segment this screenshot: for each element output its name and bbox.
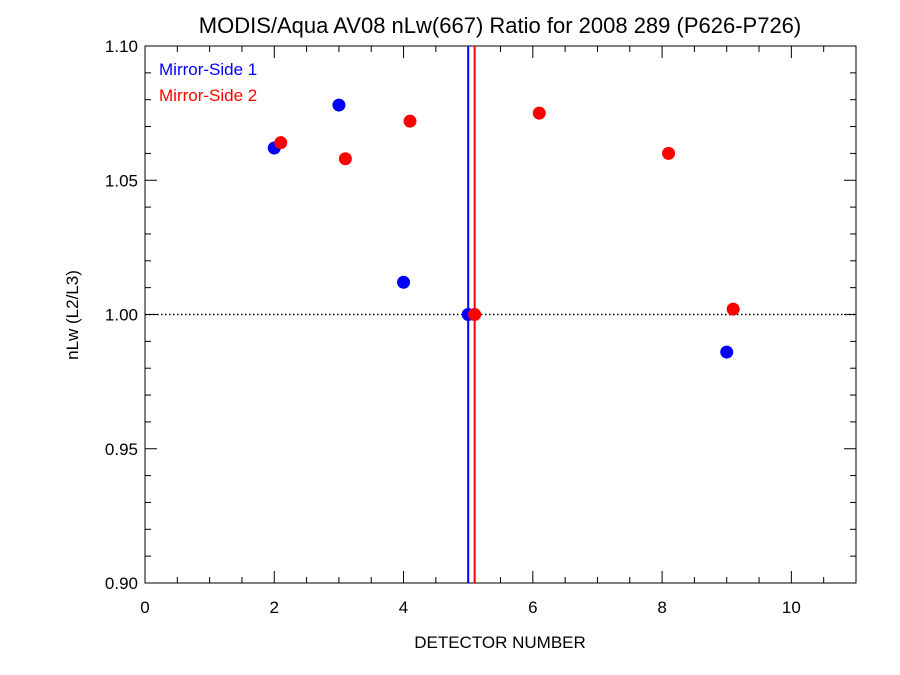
data-point-series-2 xyxy=(403,114,417,128)
legend-entry: Mirror-Side 1 xyxy=(159,60,257,79)
plot-area: 0 2 4 6 8 10 0.90 0.95 1.00 1.05 1.10 Mirror-Side 1… xyxy=(105,37,857,617)
chart-title: MODIS/Aqua AV08 nLw(667) Ratio for 2008 … xyxy=(199,13,802,38)
data-point-series-2 xyxy=(662,146,676,160)
x-axis-label: DETECTOR NUMBER xyxy=(414,633,586,652)
legend-entry: Mirror-Side 2 xyxy=(159,86,257,105)
x-tick-label: 2 xyxy=(270,598,279,617)
y-axis-label: nLw (L2/L3) xyxy=(63,270,82,360)
data-point-series-1 xyxy=(397,275,411,289)
x-tick-label: 10 xyxy=(782,598,801,617)
y-tick-label: 0.90 xyxy=(105,574,138,593)
y-tick-label: 1.10 xyxy=(105,37,138,56)
y-tick-label: 1.05 xyxy=(105,171,138,190)
data-point-series-1 xyxy=(332,98,346,112)
x-tick-label: 6 xyxy=(528,598,537,617)
y-tick-label: 1.00 xyxy=(105,306,138,325)
x-tick-label: 4 xyxy=(399,598,408,617)
data-point-series-2 xyxy=(532,106,546,120)
data-point-series-2 xyxy=(338,152,352,166)
data-point-series-2 xyxy=(468,308,482,321)
x-tick-label: 0 xyxy=(140,598,149,617)
y-tick-label: 0.95 xyxy=(105,440,138,459)
x-tick-label: 8 xyxy=(657,598,666,617)
data-point-series-1 xyxy=(720,345,734,359)
data-point-series-2 xyxy=(274,136,288,150)
data-point-series-2 xyxy=(726,302,740,316)
